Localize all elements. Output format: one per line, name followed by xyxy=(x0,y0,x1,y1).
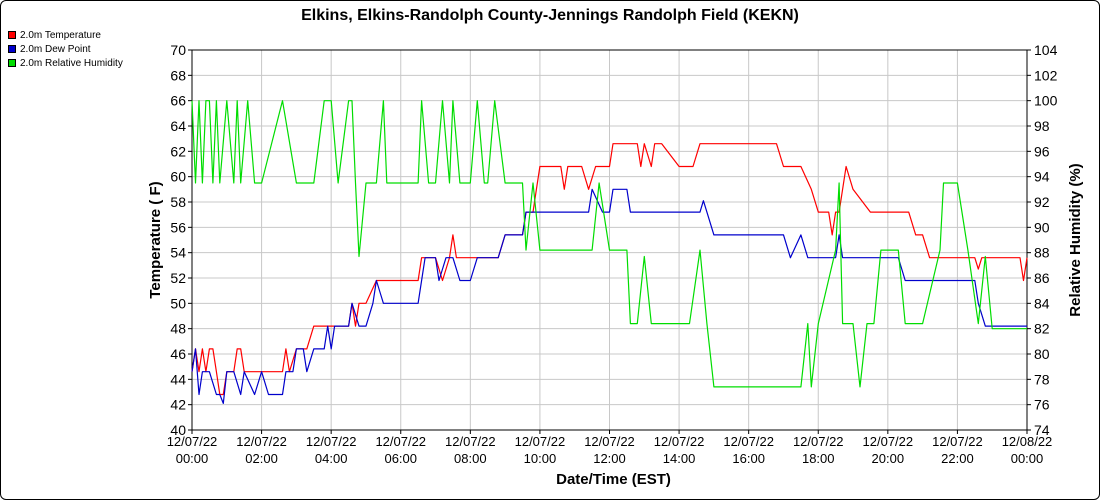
y-tick-label: 62 xyxy=(170,143,186,159)
y-tick-label: 46 xyxy=(170,346,186,362)
x-tick-date: 12/08/22 xyxy=(1002,434,1053,449)
legend: 2.0m Temperature 2.0m Dew Point 2.0m Rel… xyxy=(8,28,123,70)
y2-tick-label: 104 xyxy=(1034,42,1058,58)
y-tick-label: 68 xyxy=(170,67,186,83)
y-tick-label: 60 xyxy=(170,169,186,185)
y2-tick-label: 94 xyxy=(1034,169,1050,185)
x-tick-date: 12/07/22 xyxy=(236,434,287,449)
y2-tick-label: 74 xyxy=(1034,422,1050,438)
y-tick-label: 50 xyxy=(170,295,186,311)
x-tick-date: 12/07/22 xyxy=(654,434,705,449)
y-tick-label: 56 xyxy=(170,219,186,235)
x-tick-time: 22:00 xyxy=(941,451,974,466)
y2-tick-label: 88 xyxy=(1034,245,1050,261)
y-tick-label: 44 xyxy=(170,371,186,387)
x-tick-time: 00:00 xyxy=(176,451,209,466)
y2-tick-label: 76 xyxy=(1034,397,1050,413)
x-tick-time: 18:00 xyxy=(802,451,835,466)
y2-tick-label: 100 xyxy=(1034,93,1058,109)
y2-tick-label: 82 xyxy=(1034,321,1050,337)
y2-tick-label: 80 xyxy=(1034,346,1050,362)
y-tick-label: 58 xyxy=(170,194,186,210)
y2-tick-label: 102 xyxy=(1034,67,1058,83)
x-tick-date: 12/07/22 xyxy=(375,434,426,449)
y-tick-label: 54 xyxy=(170,245,186,261)
x-tick-date: 12/07/22 xyxy=(793,434,844,449)
legend-swatch-dew-point xyxy=(8,45,16,53)
x-tick-date: 12/07/22 xyxy=(445,434,496,449)
y2-tick-label: 78 xyxy=(1034,371,1050,387)
x-tick-date: 12/07/22 xyxy=(515,434,566,449)
legend-label-temperature: 2.0m Temperature xyxy=(20,29,101,41)
y-axis-label: Temperature ( F) xyxy=(147,181,164,298)
y-tick-label: 66 xyxy=(170,93,186,109)
legend-item-relative-humidity: 2.0m Relative Humidity xyxy=(8,56,123,70)
legend-label-relative-humidity: 2.0m Relative Humidity xyxy=(20,57,123,69)
y2-tick-label: 96 xyxy=(1034,143,1050,159)
x-tick-date: 12/07/22 xyxy=(723,434,774,449)
y-tick-label: 42 xyxy=(170,397,186,413)
x-tick-time: 04:00 xyxy=(315,451,348,466)
x-tick-date: 12/07/22 xyxy=(584,434,635,449)
y2-tick-label: 90 xyxy=(1034,219,1050,235)
x-tick-time: 00:00 xyxy=(1011,451,1044,466)
x-axis-label: Date/Time (EST) xyxy=(556,471,671,488)
legend-item-temperature: 2.0m Temperature xyxy=(8,28,123,42)
y2-tick-label: 98 xyxy=(1034,118,1050,134)
x-tick-date: 12/07/22 xyxy=(863,434,914,449)
series-line-2-0m-temperature xyxy=(191,143,1028,396)
y-tick-label: 64 xyxy=(170,118,186,134)
x-tick-time: 20:00 xyxy=(872,451,905,466)
x-tick-time: 10:00 xyxy=(524,451,557,466)
y2-tick-label: 84 xyxy=(1034,295,1050,311)
x-tick-time: 02:00 xyxy=(245,451,278,466)
series-line-2-0m-relative-humidity xyxy=(191,100,1027,388)
legend-swatch-relative-humidity xyxy=(8,59,16,67)
y2-tick-label: 92 xyxy=(1034,194,1050,210)
y2-tick-label: 86 xyxy=(1034,270,1050,286)
x-tick-time: 14:00 xyxy=(663,451,696,466)
chart-title: Elkins, Elkins-Randolph County-Jennings … xyxy=(301,7,799,24)
legend-swatch-temperature xyxy=(8,31,16,39)
x-tick-time: 16:00 xyxy=(732,451,765,466)
legend-label-dew-point: 2.0m Dew Point xyxy=(20,43,91,55)
series-line-2-0m-dew-point xyxy=(191,188,1027,404)
y-tick-label: 52 xyxy=(170,270,186,286)
y-tick-label: 48 xyxy=(170,321,186,337)
x-tick-time: 08:00 xyxy=(454,451,487,466)
x-tick-time: 06:00 xyxy=(384,451,417,466)
x-tick-date: 12/07/22 xyxy=(167,434,218,449)
x-tick-time: 12:00 xyxy=(593,451,626,466)
x-tick-date: 12/07/22 xyxy=(306,434,357,449)
y2-axis-label: Relative Humidity (%) xyxy=(1067,163,1084,316)
y-tick-label: 40 xyxy=(170,422,186,438)
legend-item-dew-point: 2.0m Dew Point xyxy=(8,42,123,56)
y-tick-label: 70 xyxy=(170,42,186,58)
x-tick-date: 12/07/22 xyxy=(932,434,983,449)
